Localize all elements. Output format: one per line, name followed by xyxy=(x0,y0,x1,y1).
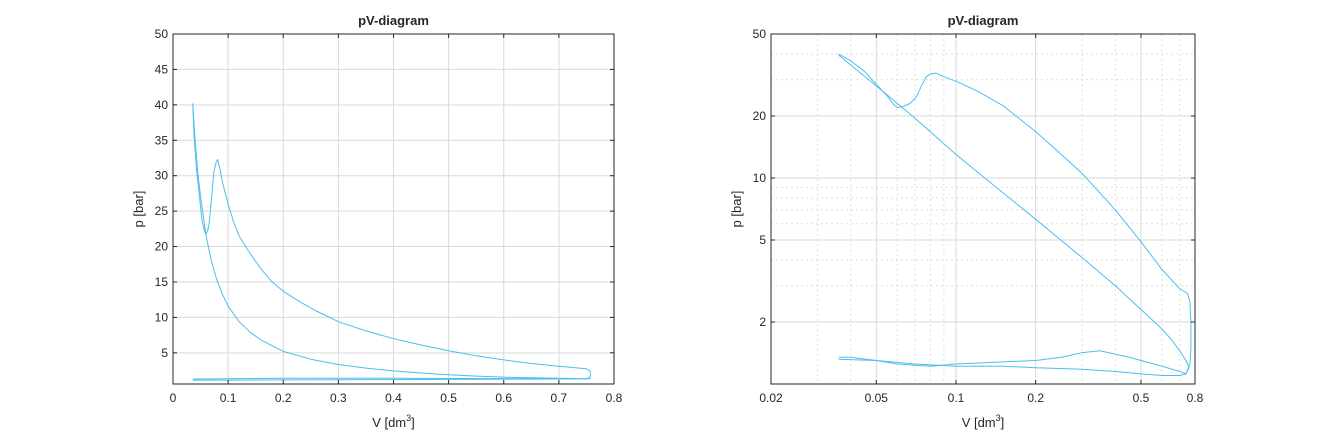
curves xyxy=(192,103,591,381)
grid-lines xyxy=(770,33,1196,384)
y-axis-label: p [bar] xyxy=(131,191,146,228)
chart-title: pV-diagram xyxy=(358,13,429,28)
y-tick-label: 40 xyxy=(155,98,169,112)
y-tick-label: 2 xyxy=(759,315,766,329)
y-tick-label: 5 xyxy=(759,233,766,247)
grid-lines xyxy=(172,33,615,384)
x-tick-label: 0 xyxy=(170,391,177,405)
x-tick-label: 0.5 xyxy=(440,391,457,405)
y-tick-label: 20 xyxy=(155,240,169,254)
plot-frame xyxy=(770,33,1196,385)
x-tick-label: 0.1 xyxy=(948,391,965,405)
curves xyxy=(838,53,1192,376)
y-axis-label: p [bar] xyxy=(729,191,744,228)
y-tick-label: 50 xyxy=(155,27,169,41)
x-axis-label: V [dm3] xyxy=(962,413,1005,430)
x-tick-label: 0.02 xyxy=(759,391,783,405)
x-tick-label: 0.2 xyxy=(1027,391,1044,405)
x-tick-label: 0.3 xyxy=(330,391,347,405)
y-tick-label: 10 xyxy=(753,171,767,185)
x-tick-label: 0.8 xyxy=(606,391,623,405)
x-tick-label: 0.8 xyxy=(1187,391,1204,405)
series-line-1 xyxy=(192,104,591,380)
tick-marks: 0.02 0.05 0.1 0.2 0.5 0.8 2 5 10 20 50 xyxy=(753,27,1204,405)
series-line-1 xyxy=(838,54,1190,376)
x-tick-label: 0.5 xyxy=(1133,391,1150,405)
chart-linear: 0 0.1 0.2 0.3 0.4 0.5 0.6 0.7 0.8 5 10 15 20 25 30 35 40… xyxy=(131,13,623,430)
y-tick-label: 5 xyxy=(161,346,168,360)
y-tick-label: 45 xyxy=(155,62,169,76)
x-axis-label: V [dm3] xyxy=(372,413,415,430)
y-tick-label: 35 xyxy=(155,133,169,147)
x-tick-label: 0.4 xyxy=(385,391,402,405)
x-tick-label: 0.05 xyxy=(865,391,889,405)
x-tick-label: 0.7 xyxy=(551,391,568,405)
y-tick-label: 20 xyxy=(753,109,767,123)
x-tick-label: 0.1 xyxy=(220,391,237,405)
y-tick-label: 15 xyxy=(155,275,169,289)
y-tick-label: 50 xyxy=(753,27,767,41)
x-tick-label: 0.6 xyxy=(495,391,512,405)
y-tick-label: 10 xyxy=(155,310,169,324)
tick-marks: 0 0.1 0.2 0.3 0.4 0.5 0.6 0.7 0.8 5 10 15 20 25 30 35 40… xyxy=(155,27,623,405)
y-tick-label: 25 xyxy=(155,204,169,218)
y-tick-label: 30 xyxy=(155,169,169,183)
x-tick-label: 0.2 xyxy=(275,391,292,405)
chart-title: pV-diagram xyxy=(948,13,1019,28)
series-line-0 xyxy=(838,53,1192,375)
